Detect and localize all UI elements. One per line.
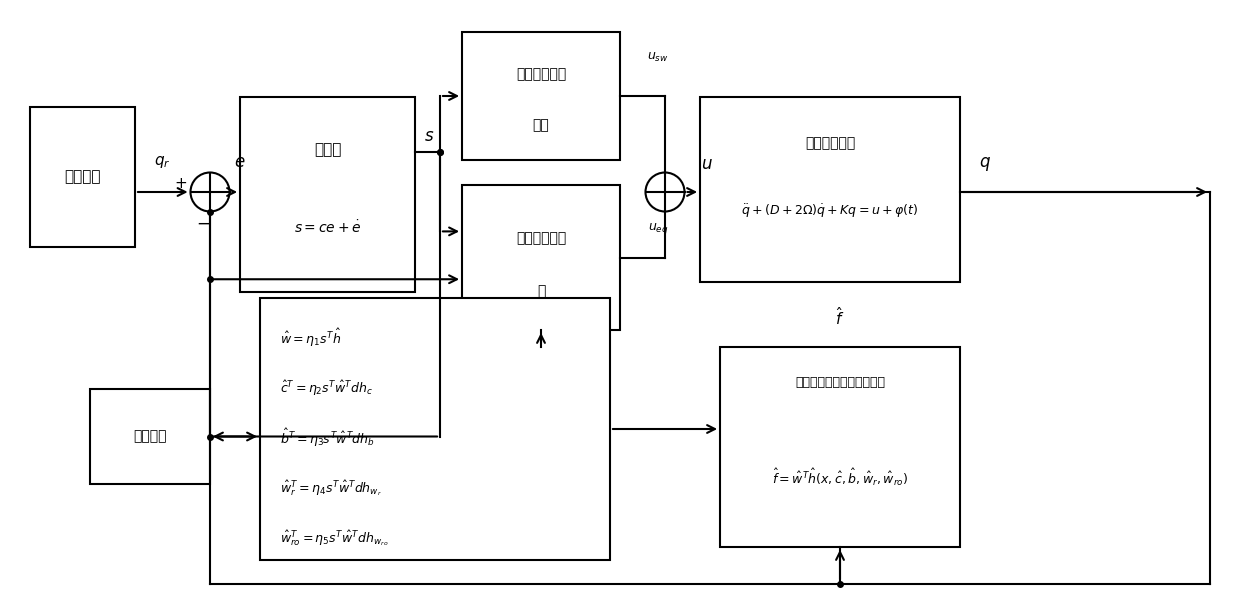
Text: 器: 器	[537, 284, 546, 298]
Text: $q_r$: $q_r$	[154, 154, 170, 170]
Text: $\hat{f}$: $\hat{f}$	[836, 306, 844, 328]
Bar	[91, 389, 210, 484]
Bar	[260, 298, 610, 560]
Bar	[463, 32, 620, 160]
Text: $u_{sw}$: $u_{sw}$	[647, 51, 668, 64]
Text: 微陀螺仪系统: 微陀螺仪系统	[805, 136, 856, 150]
Text: 参考模型: 参考模型	[64, 170, 100, 184]
Circle shape	[646, 173, 684, 211]
Text: $e$: $e$	[234, 153, 246, 171]
Text: $\ddot{q}+(D+2\Omega)\dot{q}+Kq=u+\varphi(t)$: $\ddot{q}+(D+2\Omega)\dot{q}+Kq=u+\varph…	[742, 203, 919, 220]
Text: 超扭曲滑模控: 超扭曲滑模控	[516, 67, 567, 81]
Text: 等效滑模控制: 等效滑模控制	[516, 232, 567, 246]
Text: $\hat{f}=\hat{w}^T\hat{h}(x,\hat{c},\hat{b},\hat{w}_r,\hat{w}_{ro})$: $\hat{f}=\hat{w}^T\hat{h}(x,\hat{c},\hat…	[773, 467, 908, 488]
Text: $\hat{w}=\eta_1 s^T\hat{h}$: $\hat{w}=\eta_1 s^T\hat{h}$	[280, 327, 341, 349]
Text: $u_{eq}$: $u_{eq}$	[647, 221, 668, 236]
Text: 制器: 制器	[533, 119, 549, 132]
Bar	[463, 185, 620, 330]
Text: $-$: $-$	[196, 214, 210, 232]
Text: $\hat{c}^T=\eta_2 s^T\hat{w}^Tdh_c$: $\hat{c}^T=\eta_2 s^T\hat{w}^Tdh_c$	[280, 379, 373, 397]
Text: $+$: $+$	[175, 176, 187, 191]
Bar	[30, 107, 135, 247]
Bar	[701, 97, 960, 282]
Text: $s = ce + \dot{e}$: $s = ce + \dot{e}$	[294, 219, 361, 236]
Text: 自适应律: 自适应律	[133, 429, 166, 444]
Bar	[241, 97, 415, 292]
Text: $s$: $s$	[424, 127, 434, 145]
Circle shape	[191, 173, 229, 211]
Text: 滑模面: 滑模面	[314, 142, 341, 157]
Text: $q$: $q$	[980, 155, 991, 173]
Text: $u$: $u$	[701, 155, 713, 173]
Text: $\hat{b}^T=\eta_3 s^T\hat{w}^Tdh_b$: $\hat{b}^T=\eta_3 s^T\hat{w}^Tdh_b$	[280, 427, 374, 449]
Text: $\hat{w}_{ro}^T=\eta_5 s^T\hat{w}^Tdh_{w_{ro}}$: $\hat{w}_{ro}^T=\eta_5 s^T\hat{w}^Tdh_{w…	[280, 528, 388, 548]
Bar	[720, 347, 960, 547]
Text: 双反馈模糊神经网络逼近器: 双反馈模糊神经网络逼近器	[795, 376, 885, 389]
Text: $\hat{w}_r^T=\eta_4 s^T\hat{w}^Tdh_{w_r}$: $\hat{w}_r^T=\eta_4 s^T\hat{w}^Tdh_{w_r}…	[280, 478, 382, 498]
